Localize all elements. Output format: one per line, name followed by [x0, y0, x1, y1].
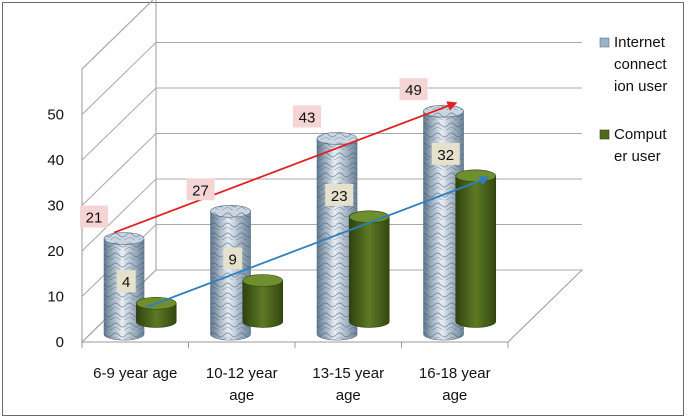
data-label-bg — [293, 105, 322, 128]
legend-label: Internet — [614, 34, 666, 51]
data-label-text: 21 — [86, 210, 103, 227]
bar-body — [348, 216, 390, 328]
legend-computer: Comput er user — [599, 126, 667, 165]
computer-bar-4 — [455, 169, 497, 328]
legend-swatch-computer — [599, 129, 610, 140]
legend: Internet connect ion user Comput er user — [599, 34, 667, 165]
bar-top — [242, 274, 284, 287]
category-label: 6-9 year age — [93, 365, 177, 382]
computer-label-4: 32 — [431, 142, 460, 165]
legend-label: er user — [614, 148, 661, 165]
category-label: 16-18 year — [419, 365, 491, 382]
data-label-bg — [80, 205, 109, 228]
y-tick-label: 50 — [47, 107, 64, 124]
gridline — [81, 87, 582, 161]
internet-label-2: 27 — [186, 178, 215, 201]
category-label: 10-12 year — [206, 365, 278, 382]
internet-label-3: 43 — [293, 105, 322, 128]
internet-bar-4 — [423, 104, 464, 341]
computer-bar-2 — [242, 274, 284, 328]
legend-swatch-internet — [599, 37, 610, 48]
data-label-bg — [186, 178, 215, 201]
computer-trend-arrow — [145, 176, 490, 309]
category-label: 13-15 year — [312, 365, 384, 382]
y-axis-tick-labels: 0 10 20 30 40 50 — [47, 107, 64, 352]
internet-label-1: 21 — [80, 205, 109, 228]
x-axis-category-labels: 6-9 year age 10-12 year age 13-15 year age 16… — [93, 365, 490, 404]
computer-label-3: 23 — [325, 183, 354, 206]
bar-top-texture — [317, 132, 358, 145]
internet-label-4: 49 — [399, 78, 428, 101]
computer-label-1: 4 — [116, 270, 136, 293]
data-label-text: 49 — [405, 82, 422, 99]
bar-body — [135, 302, 177, 328]
internet-trend-arrow — [113, 101, 458, 234]
data-label-text: 23 — [331, 188, 348, 205]
data-label-text: 9 — [229, 251, 237, 268]
bar-top-texture — [210, 205, 251, 218]
y-tick-label: 20 — [47, 243, 64, 260]
gridline — [81, 0, 154, 70]
bar-top — [455, 169, 497, 183]
data-label-text: 27 — [192, 182, 209, 199]
y-tick-label: 30 — [47, 198, 64, 215]
category-label: age — [336, 387, 361, 404]
category-label: age — [442, 387, 467, 404]
bar-body — [242, 280, 284, 328]
data-label-bg — [325, 183, 354, 206]
trend-arrows — [113, 101, 490, 309]
y-tick-label: 0 — [56, 334, 64, 351]
y-tick-label: 10 — [47, 289, 64, 306]
legend-label: connect — [614, 56, 667, 73]
data-label-bg — [116, 270, 136, 293]
legend-internet: Internet connect ion user — [599, 34, 667, 95]
data-label-bg — [431, 142, 460, 165]
legend-label: ion user — [614, 78, 667, 95]
gridline — [81, 42, 582, 115]
data-label-bg — [399, 78, 428, 101]
bar-series — [103, 104, 497, 341]
bar-top-texture — [104, 232, 145, 245]
y-tick-label: 40 — [47, 152, 64, 169]
bar-texture — [423, 111, 464, 341]
data-label-text: 32 — [437, 147, 454, 164]
computer-bar-1 — [135, 296, 177, 328]
bar-body — [455, 175, 497, 328]
category-label: age — [229, 387, 254, 404]
computer-bar-3 — [348, 210, 390, 328]
computer-label-2: 9 — [223, 247, 243, 270]
legend-label: Comput — [614, 126, 667, 143]
data-label-bg — [223, 247, 243, 270]
data-label-text: 43 — [299, 109, 316, 126]
data-label-text: 4 — [122, 274, 130, 291]
